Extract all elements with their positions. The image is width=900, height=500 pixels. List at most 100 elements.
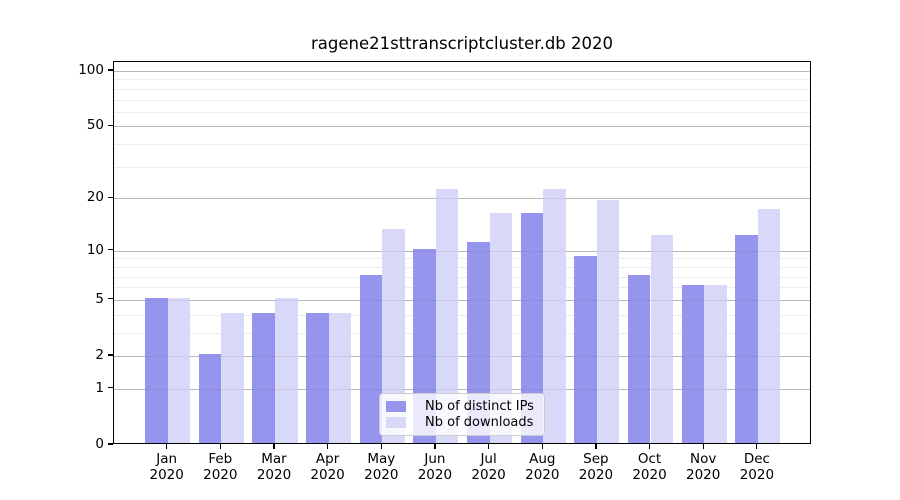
- y-tick-mark: [108, 249, 113, 251]
- bar-distinct-ips-aug: [520, 213, 544, 443]
- x-tick-mark: [487, 444, 490, 449]
- gridline-major-overlay: [114, 126, 810, 128]
- bar-distinct-ips-jul: [467, 241, 490, 443]
- gridline-major-overlay: [114, 250, 810, 252]
- legend-item-distinct-ips: Nb of distinct IPs: [386, 399, 535, 415]
- x-tick-mark: [541, 444, 543, 449]
- legend: Nb of distinct IPs Nb of downloads: [379, 393, 545, 436]
- x-tick-label-dec: Dec 2020: [739, 451, 775, 483]
- y-tick-label: 0: [95, 436, 104, 452]
- plot-area: [113, 61, 811, 444]
- bar-distinct-ips-dec: [735, 235, 758, 443]
- chart-title: ragene21sttranscriptcluster.db 2020: [310, 34, 614, 53]
- grid-layer: [114, 62, 810, 443]
- gridline-major: [114, 250, 810, 252]
- gridline-major: [114, 71, 810, 72]
- bar-distinct-ips-apr: [306, 312, 329, 443]
- x-tick-label-jul: Jul 2020: [471, 451, 506, 483]
- gridline-minor: [114, 287, 810, 289]
- x-tick-mark: [434, 444, 436, 449]
- y-tick-mark: [108, 298, 113, 300]
- bar-distinct-ips-jan: [145, 297, 168, 443]
- bar-distinct-ips-sep: [574, 256, 597, 443]
- bar-downloads-nov: [704, 285, 727, 443]
- bar-downloads-mar: [275, 297, 298, 443]
- bar-downloads-oct: [650, 235, 674, 443]
- y-tick-label: 50: [86, 117, 104, 134]
- gridline-minor: [114, 314, 810, 316]
- gridline-minor: [114, 276, 810, 278]
- y-tick-label: 1: [95, 379, 104, 396]
- grid-overlay-layer: [114, 62, 810, 443]
- bar-downloads-jul: [489, 213, 513, 443]
- gridline-major-overlay: [114, 388, 810, 390]
- y-tick-mark: [108, 387, 113, 389]
- legend-swatch-downloads: [386, 416, 406, 428]
- bar-distinct-ips-may: [359, 274, 383, 443]
- bar-distinct-ips-oct: [627, 274, 651, 443]
- x-tick-mark: [273, 444, 275, 449]
- x-tick-label-nov: Nov 2020: [686, 451, 721, 483]
- x-tick-mark: [380, 444, 382, 449]
- gridline-minor: [114, 258, 810, 260]
- gridline-major: [114, 126, 810, 128]
- y-tick-mark: [108, 69, 113, 71]
- bar-downloads-feb: [221, 312, 244, 443]
- bar-downloads-jan: [167, 297, 191, 443]
- bar-downloads-apr: [328, 312, 352, 443]
- bar-downloads-sep: [596, 200, 620, 443]
- gridline-major-overlay: [114, 356, 810, 357]
- y-tick-mark: [108, 443, 113, 445]
- x-tick-label-sep: Sep 2020: [578, 451, 614, 483]
- y-tick-label: 2: [95, 347, 104, 363]
- x-tick-label-aug: Aug 2020: [525, 451, 560, 483]
- legend-label-distinct-ips: Nb of distinct IPs: [425, 399, 534, 415]
- x-tick-mark: [595, 444, 597, 449]
- gridline-major: [114, 388, 810, 390]
- x-tick-label-feb: Feb 2020: [203, 451, 238, 483]
- x-tick-mark: [756, 444, 758, 449]
- gridline-major-overlay: [114, 198, 810, 200]
- gridline-major: [114, 198, 810, 200]
- x-tick-mark: [166, 444, 168, 449]
- gridline-minor: [114, 111, 810, 113]
- x-tick-label-jan: Jan 2020: [149, 451, 184, 483]
- gridline-major-overlay: [114, 71, 810, 72]
- legend-label-downloads: Nb of downloads: [425, 414, 534, 430]
- gridline-minor: [114, 266, 810, 268]
- gridline-minor: [114, 99, 810, 101]
- y-tick-mark: [108, 196, 113, 198]
- y-tick-label: 100: [78, 62, 104, 78]
- legend-swatch-distinct-ips: [386, 401, 406, 413]
- legend-item-downloads: Nb of downloads: [386, 415, 535, 431]
- x-tick-label-oct: Oct 2020: [632, 451, 667, 483]
- bar-distinct-ips-nov: [681, 285, 705, 443]
- x-tick-mark: [326, 444, 329, 449]
- gridline-minor: [114, 88, 810, 90]
- y-tick-label: 5: [95, 290, 104, 307]
- bar-downloads-jun: [435, 188, 459, 443]
- x-tick-mark: [219, 444, 222, 449]
- bar-downloads-dec: [757, 208, 781, 443]
- x-tick-label-mar: Mar 2020: [256, 451, 292, 483]
- gridline-major-overlay: [114, 299, 810, 301]
- bar-downloads-may: [382, 229, 405, 443]
- gridline-major: [114, 356, 810, 357]
- y-tick-mark: [108, 354, 113, 356]
- bar-distinct-ips-mar: [252, 312, 275, 443]
- bar-distinct-ips-feb: [198, 354, 222, 443]
- x-tick-mark: [648, 444, 651, 449]
- gridline-minor: [114, 166, 810, 168]
- gridline-major: [114, 299, 810, 301]
- x-tick-mark: [702, 444, 704, 449]
- x-tick-label-apr: Apr 2020: [310, 451, 345, 483]
- x-tick-label-may: May 2020: [364, 451, 399, 483]
- y-tick-label: 20: [86, 189, 104, 206]
- y-tick-label: 10: [86, 241, 104, 258]
- gridline-minor: [114, 144, 810, 146]
- x-tick-label-jun: Jun 2020: [417, 451, 453, 483]
- gridline-minor: [114, 332, 810, 334]
- y-tick-mark: [108, 124, 113, 127]
- bar-downloads-aug: [543, 188, 566, 443]
